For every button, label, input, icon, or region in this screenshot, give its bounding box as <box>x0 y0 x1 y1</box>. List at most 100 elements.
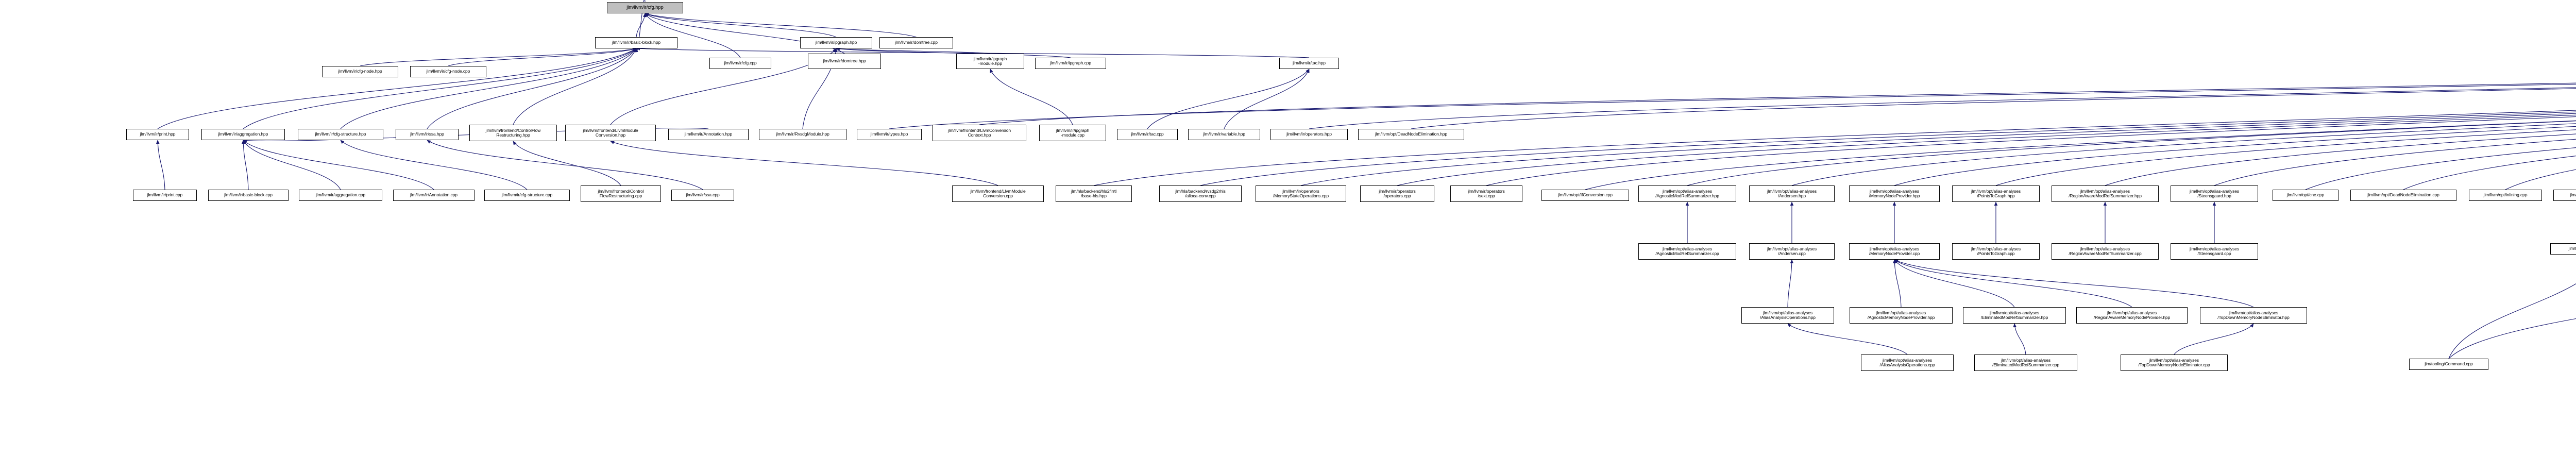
graph-node-label: jlm/llvm/opt/alias-analyses /PointsToGra… <box>1971 188 2021 198</box>
graph-node[interactable]: jlm/llvm/opt/DeadNodeElimination.cpp <box>2350 190 2456 201</box>
graph-node[interactable]: jlm/llvm/ir/domtree.hpp <box>808 54 881 69</box>
graph-node[interactable]: jlm/llvm/opt/alias-analyses /MemoryNodeP… <box>1849 243 1940 260</box>
graph-node-label: jlm/llvm/ir/ssa.hpp <box>410 131 444 137</box>
graph-edge <box>2214 139 2576 186</box>
graph-node[interactable]: jlm/llvm/ir/Annotation.cpp <box>393 190 474 201</box>
graph-node[interactable]: jlm/llvm/opt/alias-analyses /PointsToGra… <box>1952 185 2040 202</box>
graph-node[interactable]: jlm/llvm/opt/alias-analyses /AgnosticMod… <box>1638 243 1736 260</box>
graph-node[interactable]: jlm/llvm/ir/ssa.cpp <box>671 190 734 201</box>
graph-node[interactable]: jlm/llvm/opt/IfConversion.cpp <box>1541 190 1629 201</box>
graph-node[interactable]: jlm/llvm/ir/cfg-structure.hpp <box>298 129 383 140</box>
graph-node[interactable]: jlm/llvm/opt/alias-analyses /TopDownMemo… <box>2200 307 2307 324</box>
graph-node[interactable]: jlm/llvm/ir/operators /sext.cpp <box>1450 185 1522 202</box>
graph-node[interactable]: jlm/llvm/ir/ipgraph.cpp <box>1035 58 1106 69</box>
graph-node[interactable]: jlm/llvm/ir/aggregation.hpp <box>201 129 285 140</box>
graph-edge <box>645 13 917 38</box>
graph-node[interactable]: jlm/tooling/Command.cpp <box>2409 359 2488 370</box>
graph-node[interactable]: jlm/llvm/ir/operators /MemoryStateOperat… <box>1256 185 1346 202</box>
graph-edge <box>1200 111 2576 186</box>
graph-edge <box>645 13 741 58</box>
graph-node-label: jlm/llvm/ir/aggregation.hpp <box>218 131 268 137</box>
graph-node[interactable]: jlm/llvm/ir/ipgraph -module.cpp <box>1039 125 1106 141</box>
graph-node[interactable]: jlm/llvm/ir/operators.hpp <box>1270 129 1348 140</box>
graph-node[interactable]: jlm/llvm/opt/alias-analyses /MemoryNodeP… <box>1849 185 1940 202</box>
graph-edge <box>2013 323 2026 355</box>
graph-edge <box>1585 120 2576 190</box>
graph-node-label: jlm/llvm/opt/alias-analyses /EliminatedM… <box>1992 357 2060 367</box>
graph-node[interactable]: jlm/hls/backend/hls2firrtl /base-hls.hpp <box>1056 185 1132 202</box>
graph-edge <box>979 82 2576 125</box>
graph-node[interactable]: jlm/llvm/opt/alias-analyses /Steensgaard… <box>2171 185 2258 202</box>
graph-node[interactable]: jlm/llvm/opt/alias-analyses /Steensgaard… <box>2171 243 2258 260</box>
graph-node[interactable]: jlm/llvm/ir/cfg.cpp <box>709 58 771 69</box>
graph-edge <box>1894 126 2576 186</box>
graph-node-label: jlm/llvm/ir/tac.hpp <box>1293 60 1326 66</box>
graph-node-label: jlm/hls/backend/hls2firrtl /base-hls.hpp <box>1071 188 1117 198</box>
graph-node[interactable]: jlm/llvm/ir/aggregation.cpp <box>299 190 382 201</box>
graph-edge <box>1995 129 2576 186</box>
graph-node-label: jlm/llvm/opt/alias-analyses /Steensgaard… <box>2189 246 2240 256</box>
graph-node[interactable]: jlm/llvm/opt/cne.cpp <box>2273 190 2338 201</box>
graph-node[interactable]: jlm/llvm/opt/alias-analyses /EliminatedM… <box>1963 307 2066 324</box>
graph-node[interactable]: jlm/llvm/ir/cfg-structure.cpp <box>484 190 570 201</box>
graph-edge <box>1411 88 2576 129</box>
graph-node[interactable]: jlm/llvm/ir/tac.cpp <box>1117 129 1178 140</box>
graph-node[interactable]: jlm/llvm/opt/alias-analyses /PointsToGra… <box>1952 243 2040 260</box>
graph-node[interactable]: jlm/llvm/ir/tac.hpp <box>1279 58 1339 69</box>
graph-node[interactable]: jlm/llvm/frontend/LlvmConversion Context… <box>933 125 1026 141</box>
graph-node[interactable]: jlm/llvm/ir/domtree.cpp <box>879 37 953 48</box>
graph-node-label: jlm/llvm/opt/alias-analyses /TopDownMemo… <box>2138 357 2210 367</box>
graph-node[interactable]: jlm/llvm/frontend/ControlFlow Restructur… <box>469 125 557 141</box>
graph-node[interactable]: jlm/llvm/ir/basic-block.hpp <box>595 37 677 48</box>
graph-node-label: jlm/llvm/ir/tac.cpp <box>1131 131 1164 137</box>
graph-node-label: jlm/llvm/opt/alias-analyses /AgnosticMem… <box>1867 310 1935 320</box>
graph-node[interactable]: jlm/llvm/opt/OptimizationSequence.cpp <box>2550 243 2576 255</box>
graph-node-label: jlm/llvm/ir/print.hpp <box>140 131 176 137</box>
graph-node[interactable]: jlm/llvm/ir/ipgraph.hpp <box>800 37 872 48</box>
graph-node[interactable]: jlm/llvm/ir/types.hpp <box>857 129 922 140</box>
graph-node-label: jlm/llvm/opt/alias-analyses /Steensgaard… <box>2189 188 2240 198</box>
graph-node[interactable]: jlm/llvm/opt/alias-analyses /AliasAnalys… <box>1861 354 1954 371</box>
graph-node[interactable]: jlm/llvm/frontend/LlvmModule Conversion.… <box>565 125 656 141</box>
graph-node-label: jlm/llvm/opt/alias-analyses /MemoryNodeP… <box>1869 246 1920 256</box>
graph-node[interactable]: jlm/llvm/frontend/LlvmModule Conversion.… <box>952 185 1044 202</box>
graph-edge <box>2174 323 2254 355</box>
graph-node[interactable]: jlm/llvm/opt/alias-analyses /RegionAware… <box>2052 185 2159 202</box>
graph-node[interactable]: jlm/llvm/ir/print.hpp <box>126 129 189 140</box>
graph-node-label: jlm/llvm/opt/alias-analyses /EliminatedM… <box>1980 310 2048 320</box>
graph-node[interactable]: jlm/llvm/opt/inlining.cpp <box>2469 190 2542 201</box>
graph-node-label: jlm/llvm/opt/alias-analyses /MemoryNodeP… <box>1869 188 1920 198</box>
graph-node-root[interactable]: jlm/llvm/ir/cfg.hpp <box>607 2 683 13</box>
graph-node-label: jlm/llvm/opt/alias-analyses /TopDownMemo… <box>2217 310 2290 320</box>
graph-node[interactable]: jlm/llvm/opt/alias-analyses /RegionAware… <box>2052 243 2159 260</box>
graph-node[interactable]: jlm/llvm/opt/alias-analyses /Andersen.cp… <box>1749 243 1835 260</box>
graph-edge <box>836 47 991 54</box>
graph-node[interactable]: jlm/llvm/ir/variable.hpp <box>1188 129 1260 140</box>
graph-node[interactable]: jlm/hls/backend/rvsdg2rhls /alloca-conv.… <box>1159 185 1242 202</box>
graph-node[interactable]: jlm/llvm/ir/operators /operators.cpp <box>1360 185 1434 202</box>
graph-node[interactable]: jlm/llvm/opt/alias-analyses /AgnosticMod… <box>1638 185 1736 202</box>
graph-node[interactable]: jlm/llvm/ir/RvsdgModule.hpp <box>759 129 846 140</box>
graph-node[interactable]: jlm/llvm/ir/basic-block.cpp <box>208 190 289 201</box>
graph-node[interactable]: jlm/llvm/opt/InvariantValueRedirection.c… <box>2553 190 2576 201</box>
graph-node[interactable]: jlm/llvm/opt/alias-analyses /TopDownMemo… <box>2121 354 2228 371</box>
graph-node[interactable]: jlm/llvm/ir/ipgraph -module.hpp <box>956 54 1024 69</box>
graph-node[interactable]: jlm/llvm/ir/cfg-node.hpp <box>322 66 398 77</box>
graph-node[interactable]: jlm/llvm/opt/alias-analyses /RegionAware… <box>2076 307 2188 324</box>
graph-node[interactable]: jlm/llvm/opt/alias-analyses /AliasAnalys… <box>1741 307 1834 324</box>
graph-node-label: jlm/llvm/opt/InvariantValueRedirection.c… <box>2570 192 2576 198</box>
graph-node-label: jlm/llvm/opt/DeadNodeElimination.hpp <box>1375 131 1448 137</box>
graph-node[interactable]: jlm/llvm/opt/alias-analyses /AgnosticMem… <box>1850 307 1953 324</box>
graph-node[interactable]: jlm/llvm/frontend/Control FlowRestructur… <box>581 185 661 202</box>
graph-node[interactable]: jlm/llvm/ir/print.cpp <box>133 190 197 201</box>
graph-node[interactable]: jlm/llvm/ir/Annotation.hpp <box>668 129 749 140</box>
graph-node[interactable]: jlm/llvm/opt/alias-analyses /EliminatedM… <box>1974 354 2077 371</box>
graph-node[interactable]: jlm/llvm/opt/DeadNodeElimination.hpp <box>1358 129 1464 140</box>
graph-node[interactable]: jlm/llvm/opt/alias-analyses /Andersen.hp… <box>1749 185 1835 202</box>
graph-node-label: jlm/tooling/Command.cpp <box>2425 361 2473 367</box>
graph-node[interactable]: jlm/llvm/ir/cfg-node.cpp <box>410 66 486 77</box>
graph-node-label: jlm/llvm/ir/Annotation.hpp <box>684 131 733 137</box>
graph-node[interactable]: jlm/llvm/ir/ssa.hpp <box>396 129 459 140</box>
graph-node-label: jlm/llvm/frontend/ControlFlow Restructur… <box>485 127 541 138</box>
graph-node-label: jlm/llvm/ir/domtree.hpp <box>823 58 866 64</box>
